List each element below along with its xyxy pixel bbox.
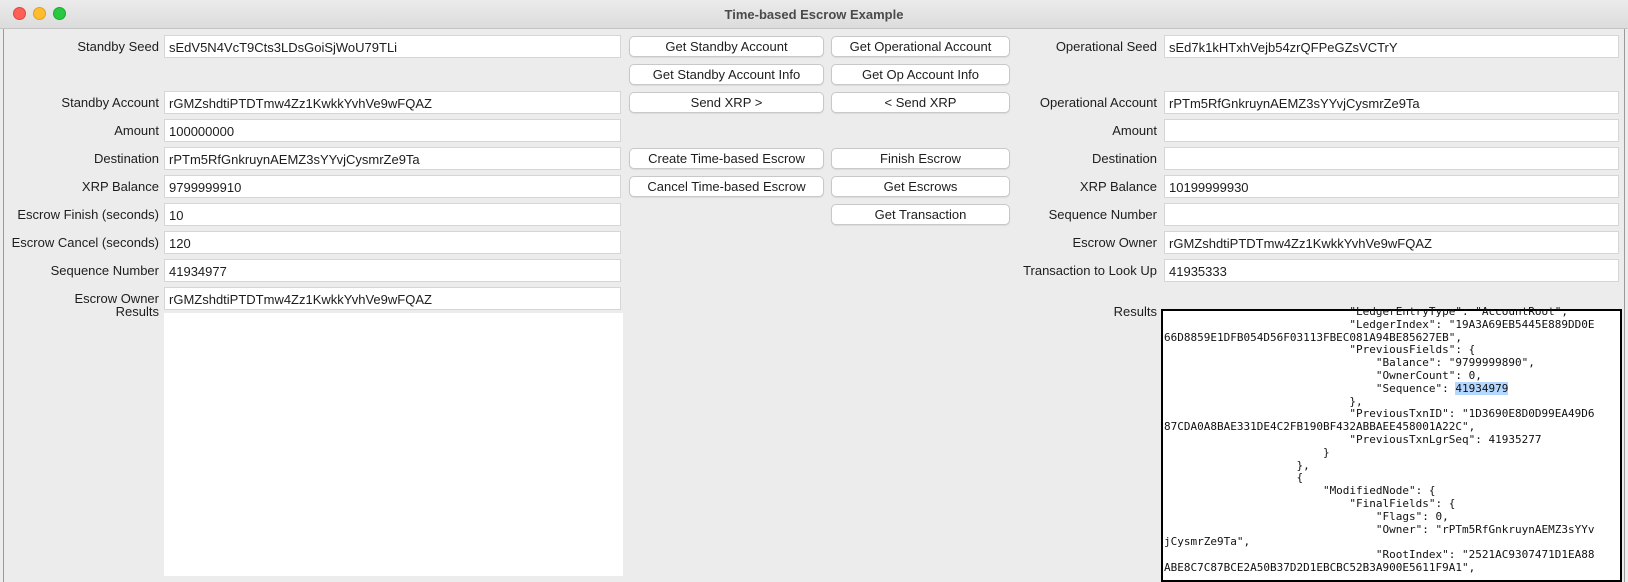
results-line: "PreviousTxnLgrSeq": 41935277 (1164, 432, 1542, 446)
results-line: }, (1164, 394, 1363, 408)
standby-standby-account-input[interactable]: rGMZshdtiPTDTmw4Zz1KwkkYvhVe9wFQAZ (164, 91, 621, 114)
standby-xrp-balance-label: XRP Balance (81, 179, 159, 194)
finish-escrow-button[interactable]: Finish Escrow (831, 148, 1010, 169)
operational-destination-input[interactable] (1164, 147, 1619, 170)
get-operational-account-button[interactable]: Get Operational Account (831, 36, 1010, 57)
standby-destination-input[interactable]: rPTm5RfGnkruynAEMZ3sYYvjCysmrZe9Ta (164, 147, 621, 170)
operational-results-label: Results (1113, 304, 1157, 319)
standby-standby-account-label: Standby Account (61, 95, 159, 110)
results-line: "FinalFields": { (1164, 496, 1456, 510)
send-back-send-xrp-button[interactable]: < Send XRP (831, 92, 1010, 113)
get-standby-account-button[interactable]: Get Standby Account (629, 36, 824, 57)
results-line: "PreviousFields": { (1164, 343, 1476, 357)
operational-escrow-owner-input[interactable]: rGMZshdtiPTDTmw4Zz1KwkkYvhVe9wFQAZ (1164, 231, 1619, 254)
standby-sequence-number-label: Sequence Number (50, 263, 159, 278)
standby-amount-label: Amount (114, 123, 159, 138)
standby-sequence-number-input[interactable]: 41934977 (164, 259, 621, 282)
standby-escrow-finish-seconds-input[interactable]: 10 (164, 203, 621, 226)
operational-amount-label: Amount (1112, 123, 1157, 138)
standby-standby-seed-label: Standby Seed (77, 39, 159, 54)
results-line: "Flags": 0, (1164, 509, 1449, 523)
results-line: }, (1164, 458, 1310, 472)
standby-amount-input[interactable]: 100000000 (164, 119, 621, 142)
operational-destination-label: Destination (1091, 151, 1157, 166)
results-line: "LedgerIndex": "19A3A69EB5445E889DD0E (1164, 317, 1595, 331)
title-bar: Time-based Escrow Example (0, 0, 1628, 29)
cancel-time-based-escrow-button[interactable]: Cancel Time-based Escrow (629, 176, 824, 197)
operational-transaction-to-look-up-label: Transaction to Look Up (1023, 263, 1157, 278)
operational-operational-account-label: Operational Account (1039, 95, 1157, 110)
standby-xrp-balance-input[interactable]: 9799999910 (164, 175, 621, 198)
results-line: "RootIndex": "2521AC9307471D1EA88 (1164, 548, 1595, 562)
results-line: "Sequence": (1164, 381, 1456, 395)
get-op-account-info-button[interactable]: Get Op Account Info (831, 64, 1010, 85)
results-line: "OwnerCount": 0, (1164, 368, 1482, 382)
results-line: 87CDA0A8BAE331DE4C2FB190BF432ABBAEE45800… (1164, 420, 1476, 434)
get-standby-account-info-button[interactable]: Get Standby Account Info (629, 64, 824, 85)
results-line: "Owner": "rPTm5RfGnkruynAEMZ3sYYv (1164, 522, 1595, 536)
results-line: 66D8859E1DFB054D56F03113FBEC081A94BE8562… (1164, 330, 1463, 344)
operational-transaction-to-look-up-input[interactable]: 41935333 (1164, 259, 1619, 282)
operational-operational-seed-label: Operational Seed (1055, 39, 1157, 54)
selected-text: 41934979 (1455, 381, 1509, 395)
close-button[interactable] (13, 7, 26, 20)
operational-xrp-balance-input[interactable]: 10199999930 (1164, 175, 1619, 198)
minimize-button[interactable] (33, 7, 46, 20)
window-title: Time-based Escrow Example (724, 7, 904, 22)
operational-sequence-number-label: Sequence Number (1048, 207, 1157, 222)
standby-results-textarea[interactable] (164, 313, 623, 576)
send-xrp-button[interactable]: Send XRP > (629, 92, 824, 113)
results-line: "LedgerEntryType": "AccountRoot", (1164, 305, 1568, 318)
results-line: "Balance": "9799999890", (1164, 356, 1535, 370)
standby-escrow-cancel-seconds-input[interactable]: 120 (164, 231, 621, 254)
standby-destination-label: Destination (93, 151, 159, 166)
results-text: "LedgerEntryType": "AccountRoot", "Ledge… (1164, 305, 1595, 575)
operational-results-textarea[interactable]: "LedgerEntryType": "AccountRoot", "Ledge… (1161, 305, 1622, 582)
operational-amount-input[interactable] (1164, 119, 1619, 142)
results-line: { (1164, 471, 1304, 485)
operational-sequence-number-input[interactable] (1164, 203, 1619, 226)
get-transaction-button[interactable]: Get Transaction (831, 204, 1010, 225)
window-frame (3, 29, 1625, 582)
operational-operational-account-input[interactable]: rPTm5RfGnkruynAEMZ3sYYvjCysmrZe9Ta (1164, 91, 1619, 114)
results-line: "ModifiedNode": { (1164, 484, 1436, 498)
standby-escrow-owner-label: Escrow Owner (74, 291, 159, 306)
results-line: } (1164, 445, 1330, 459)
create-time-based-escrow-button[interactable]: Create Time-based Escrow (629, 148, 824, 169)
zoom-button[interactable] (53, 7, 66, 20)
standby-standby-seed-input[interactable]: sEdV5N4VcT9Cts3LDsGoiSjWoU79TLi (164, 35, 621, 58)
get-escrows-button[interactable]: Get Escrows (831, 176, 1010, 197)
standby-escrow-finish-seconds-label: Escrow Finish (seconds) (17, 207, 159, 222)
standby-results-label: Results (115, 304, 159, 319)
results-line: "PreviousTxnID": "1D3690E8D0D99EA49D6 (1164, 407, 1595, 421)
results-line: jCysmrZe9Ta", (1164, 535, 1251, 549)
operational-operational-seed-input[interactable]: sEd7k1kHTxhVejb54zrQFPeGZsVCTrY (1164, 35, 1619, 58)
operational-escrow-owner-label: Escrow Owner (1072, 235, 1157, 250)
operational-xrp-balance-label: XRP Balance (1079, 179, 1157, 194)
standby-escrow-cancel-seconds-label: Escrow Cancel (seconds) (11, 235, 159, 250)
standby-escrow-owner-input[interactable]: rGMZshdtiPTDTmw4Zz1KwkkYvhVe9wFQAZ (164, 287, 621, 310)
results-line: ABE8C7C87BCE2A50B37D2D1EBCBC52B3A900E561… (1164, 560, 1476, 574)
